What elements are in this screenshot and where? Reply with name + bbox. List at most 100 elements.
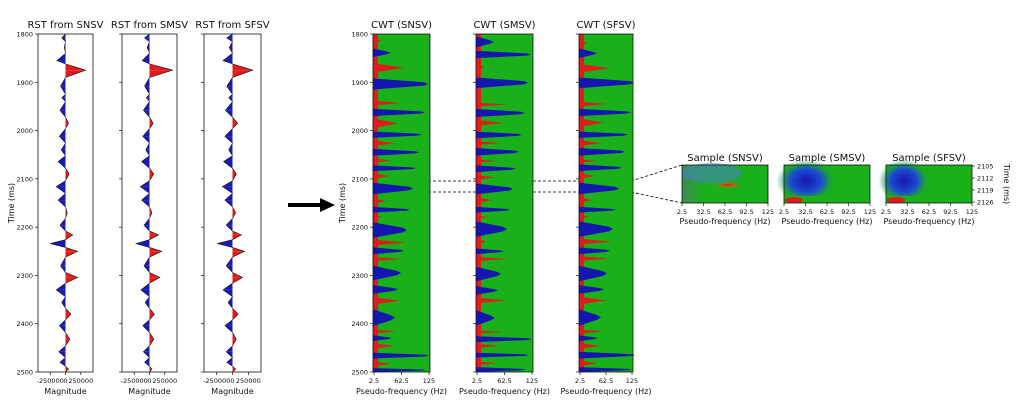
x-tick-label: 2.5 xyxy=(575,377,585,385)
red-band xyxy=(579,256,609,261)
x-axis-label: Magnitude xyxy=(211,387,253,396)
red-band xyxy=(579,118,604,127)
x-tick-label: 62.5 xyxy=(922,208,936,216)
x-axis-label: Magnitude xyxy=(44,387,86,396)
blue-band xyxy=(373,131,422,138)
x-tick-label: 125 xyxy=(966,208,978,216)
red-band xyxy=(373,215,383,219)
x-tick-label: 92.5 xyxy=(841,208,855,216)
cwt-panel: CWT (SFSV) 2.5 62.5 125 Pseudo-frequency (Hz… xyxy=(561,20,652,396)
x-tick-label: 2.5 xyxy=(779,208,789,216)
red-band xyxy=(373,118,398,129)
trace-panel: RST from SNSV -250000 0 250000 Magnitude 1800… xyxy=(7,20,104,396)
y-tick-label: 2300 xyxy=(16,272,33,280)
red-band xyxy=(476,174,495,180)
sample-panel: Sample (SNSV) 2.5 32.5 62.5 92.5 125Pseudo-fr… xyxy=(677,153,774,226)
plot-title: Sample (SFSV) xyxy=(892,153,966,164)
y-tick-label: 1900 xyxy=(351,79,368,87)
x-tick-label: 250000 xyxy=(236,377,261,385)
blue-band xyxy=(476,50,531,59)
blue-band xyxy=(476,286,498,295)
x-tick-label: 62.5 xyxy=(718,208,732,216)
red-band xyxy=(476,119,504,126)
x-tick-label: 2.5 xyxy=(677,208,687,216)
red-band xyxy=(476,159,498,163)
blue-band xyxy=(579,108,631,117)
y-tick-label: 2200 xyxy=(16,224,33,232)
red-band xyxy=(476,361,497,366)
y-tick-label: 1900 xyxy=(16,79,33,87)
blue-band xyxy=(373,165,416,172)
blue-band xyxy=(579,265,607,282)
sample-bottom-band xyxy=(886,196,972,203)
blue-band xyxy=(579,147,625,156)
y-tick-label: 1800 xyxy=(351,31,368,39)
x-tick-label: 62.5 xyxy=(820,208,834,216)
red-band xyxy=(579,197,592,203)
red-band xyxy=(476,343,500,348)
red-band xyxy=(373,100,401,106)
trace-line xyxy=(135,33,174,373)
x-tick-label: 0 xyxy=(63,377,67,385)
red-band xyxy=(373,297,400,305)
x-tick-label: -250000 xyxy=(121,377,148,385)
blue-band xyxy=(476,336,532,343)
x-axis-label: Magnitude xyxy=(128,387,170,396)
x-tick-label: 250000 xyxy=(152,377,177,385)
y-tick-label: 2000 xyxy=(16,127,33,135)
red-band xyxy=(373,140,395,147)
blue-band xyxy=(476,183,513,195)
y-tick-label: 2200 xyxy=(351,224,368,232)
red-band xyxy=(579,329,603,334)
x-tick-label: 125 xyxy=(423,377,435,385)
y-axis-label: Time (ms) xyxy=(7,183,16,224)
low-freq-column xyxy=(476,34,481,372)
red-band xyxy=(579,39,587,47)
red-band xyxy=(579,63,610,73)
y-tick-label: 2300 xyxy=(351,272,368,280)
trace-line xyxy=(217,33,254,373)
red-band xyxy=(373,198,386,204)
y-tick-label: 2119 xyxy=(977,187,994,195)
red-band xyxy=(373,239,406,246)
blue-band xyxy=(579,182,619,195)
x-axis-label: Pseudo-frequency (Hz) xyxy=(561,387,652,396)
x-tick-label: 0 xyxy=(147,377,151,385)
blue-band xyxy=(373,78,428,90)
x-tick-label: 92.5 xyxy=(739,208,753,216)
blue-band xyxy=(579,367,632,372)
blue-band xyxy=(373,309,395,327)
blue-band xyxy=(476,352,529,358)
blue-band xyxy=(476,221,507,237)
blue-band xyxy=(579,221,613,237)
y-tick-label: 2500 xyxy=(351,369,368,377)
blue-band xyxy=(373,182,413,195)
blue-band xyxy=(579,285,604,294)
red-band xyxy=(579,159,598,163)
plot-title: CWT (SMSV) xyxy=(473,20,535,31)
x-axis-label: Pseudo-frequency (Hz) xyxy=(680,217,771,226)
red-band xyxy=(373,343,394,349)
x-tick-label: 125 xyxy=(526,377,538,385)
y-axis-label: Time (ms) xyxy=(1002,163,1011,204)
trace-panel: RST from SMSV -250000 0 250000 Magnitude xyxy=(111,20,188,396)
blue-band xyxy=(373,108,425,117)
x-tick-label: 125 xyxy=(864,208,876,216)
x-tick-label: 0 xyxy=(230,377,234,385)
blue-band xyxy=(579,77,634,89)
x-tick-label: 32.5 xyxy=(900,208,914,216)
x-axis-label: Pseudo-frequency (Hz) xyxy=(782,217,873,226)
red-band xyxy=(373,62,404,73)
red-band xyxy=(579,360,597,367)
blue-band xyxy=(579,48,597,59)
blue-band xyxy=(579,247,610,255)
trace-line xyxy=(50,33,87,373)
plot-title: CWT (SFSV) xyxy=(576,20,635,31)
y-tick-label: 2500 xyxy=(16,369,33,377)
blue-band xyxy=(476,147,519,156)
x-tick-label: 62.5 xyxy=(394,377,408,385)
x-tick-label: 2.5 xyxy=(881,208,891,216)
y-tick-label: 2100 xyxy=(16,175,33,183)
x-axis-label: Pseudo-frequency (Hz) xyxy=(459,387,550,396)
